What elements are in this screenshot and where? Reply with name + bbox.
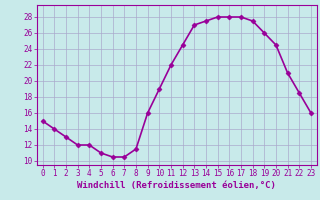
- X-axis label: Windchill (Refroidissement éolien,°C): Windchill (Refroidissement éolien,°C): [77, 181, 276, 190]
